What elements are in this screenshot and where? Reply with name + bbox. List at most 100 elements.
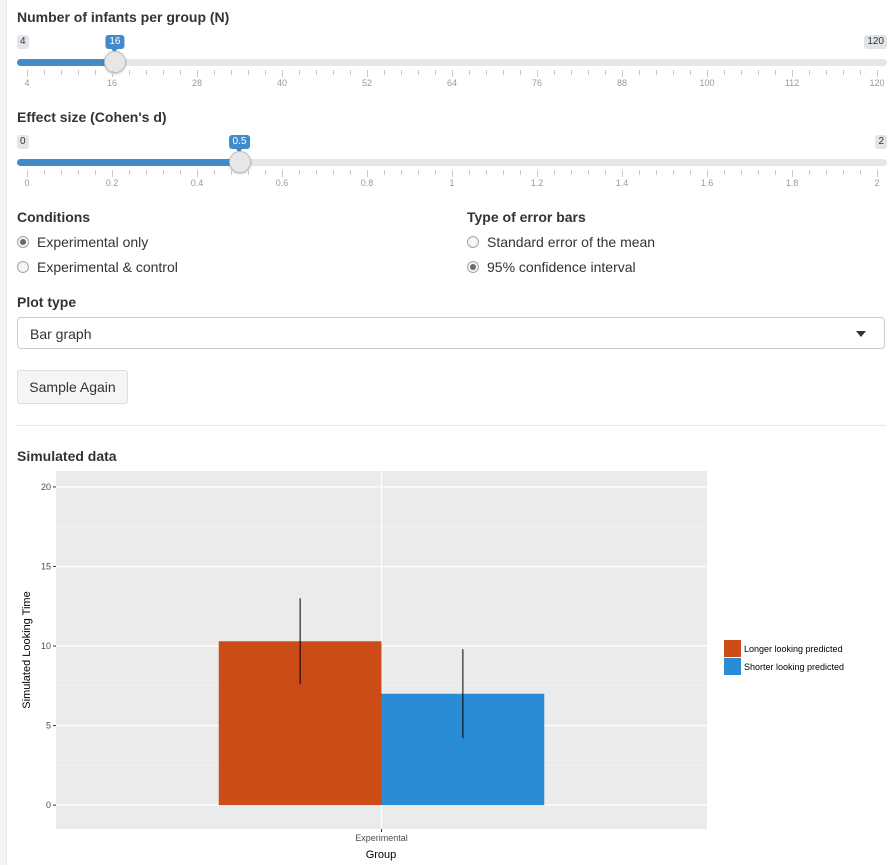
plot-type-select[interactable]: Bar graph [17, 317, 885, 349]
radio-label: Experimental only [37, 234, 149, 250]
tick-mark [44, 170, 45, 175]
tick-mark [622, 70, 623, 77]
sample-again-button[interactable]: Sample Again [17, 370, 128, 404]
tick-label: 40 [276, 78, 288, 88]
plot-type-label: Plot type [17, 294, 77, 310]
tick-mark [350, 70, 351, 75]
tick-mark [401, 70, 402, 75]
tick-mark [197, 170, 198, 177]
y-tick-label: 15 [41, 561, 51, 571]
radio-button[interactable] [467, 236, 479, 248]
tick-mark [724, 70, 725, 75]
radio-button[interactable] [467, 261, 479, 273]
tick-mark [265, 70, 266, 75]
tick-label: 0.4 [190, 178, 204, 188]
tick-mark [61, 70, 62, 75]
x-tick-label: Experimental [355, 833, 408, 843]
tick-mark [554, 170, 555, 175]
tick-mark [180, 170, 181, 175]
tick-mark [180, 70, 181, 75]
legend: Longer looking predicted Shorter looking … [724, 640, 844, 675]
tick-mark [316, 70, 317, 75]
tick-label: 1.6 [700, 178, 714, 188]
n-slider-min: 4 [17, 35, 29, 49]
d-slider-value: 0.5 [228, 135, 251, 153]
tick-mark [486, 70, 487, 75]
d-slider-max: 2 [875, 135, 887, 149]
radio-button[interactable] [17, 261, 29, 273]
tick-mark [384, 70, 385, 75]
y-tick-label: 0 [46, 800, 51, 810]
tick-mark [826, 70, 827, 75]
d-slider-min: 0 [17, 135, 29, 149]
tick-label: 1.8 [785, 178, 799, 188]
tick-mark [316, 170, 317, 175]
plot-type-value: Bar graph [30, 326, 92, 342]
d-slider-track[interactable] [17, 159, 887, 166]
d-slider-fill [17, 159, 240, 166]
n-slider-fill [17, 59, 115, 66]
tick-mark [129, 170, 130, 175]
y-tick-label: 10 [41, 641, 51, 651]
tick-mark [877, 170, 878, 177]
tick-mark [44, 70, 45, 75]
left-border [0, 0, 7, 865]
tick-mark [27, 170, 28, 177]
tick-mark [61, 170, 62, 175]
tick-mark [214, 70, 215, 75]
tick-mark [112, 70, 113, 77]
tick-mark [299, 70, 300, 75]
tick-mark [571, 70, 572, 75]
n-slider-handle[interactable] [103, 51, 126, 73]
d-slider-handle[interactable] [228, 151, 251, 173]
tick-mark [452, 70, 453, 77]
tick-label: 0.2 [105, 178, 119, 188]
error-bars-label: Type of error bars [467, 209, 586, 225]
radio-label: Standard error of the mean [487, 234, 656, 250]
caret-down-icon [856, 331, 866, 337]
tick-mark [265, 170, 266, 175]
tick-mark [248, 70, 249, 75]
radio-label: 95% confidence interval [487, 259, 636, 275]
tick-mark [588, 70, 589, 75]
tick-mark [537, 170, 538, 177]
tick-label: 1.2 [530, 178, 544, 188]
n-slider-max: 120 [864, 35, 887, 49]
tick-mark [163, 170, 164, 175]
d-slider-label: Effect size (Cohen's d) [17, 109, 167, 125]
tick-mark [469, 170, 470, 175]
radio-label: Experimental & control [37, 259, 178, 275]
legend-label: Longer looking predicted [744, 644, 843, 654]
tick-mark [163, 70, 164, 75]
tick-mark [605, 170, 606, 175]
tick-label: 0 [24, 178, 30, 188]
tick-mark [639, 170, 640, 175]
tick-mark [78, 70, 79, 75]
tick-mark [78, 170, 79, 175]
n-slider[interactable]: 4 120 16 4 16 28 40 52 64 76 88 100 112 120 [17, 35, 887, 90]
tick-mark [435, 170, 436, 175]
tick-mark [622, 170, 623, 177]
n-slider-track[interactable] [17, 59, 887, 66]
tick-mark [877, 70, 878, 77]
tick-label: 1.4 [615, 178, 629, 188]
tick-label: 28 [191, 78, 203, 88]
legend-swatch [724, 640, 741, 657]
legend-swatch [724, 658, 741, 675]
tick-mark [146, 170, 147, 175]
tick-mark [146, 70, 147, 75]
tick-label: 4 [24, 78, 30, 88]
tick-mark [418, 70, 419, 75]
tick-mark [826, 170, 827, 175]
tick-mark [656, 70, 657, 75]
tick-label: 76 [531, 78, 543, 88]
tick-mark [537, 70, 538, 77]
d-slider[interactable]: 0 2 0.5 0 0.2 0.4 0.6 0.8 1 1.2 1.4 1.6 1.8 2 [17, 135, 887, 190]
tick-mark [418, 170, 419, 175]
bar-chart: 0 5 10 15 20 Experimental Simulated Looking … [21, 471, 844, 861]
divider [17, 425, 886, 426]
radio-button[interactable] [17, 236, 29, 248]
tick-mark [656, 170, 657, 175]
output-title: Simulated data [17, 448, 117, 464]
tick-mark [775, 70, 776, 75]
